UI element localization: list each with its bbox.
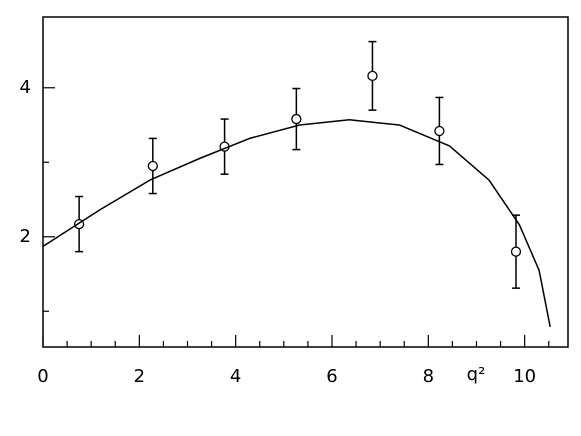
x-tick-label: 10 [513, 366, 536, 387]
x-tick-label: 0 [37, 366, 48, 387]
y-tick-label: 2 [20, 226, 31, 247]
data-point [147, 160, 158, 172]
data-point [510, 246, 522, 257]
data-point [434, 125, 445, 137]
x-tick-label: 8 [423, 366, 434, 387]
plot-frame [42, 16, 569, 348]
data-point [367, 70, 378, 81]
fit-curve [42, 119, 551, 328]
x-tick-label: 2 [134, 366, 145, 387]
data-point [291, 113, 302, 125]
x-axis-label: q² [467, 364, 486, 385]
x-tick-label: 4 [230, 366, 241, 387]
y-tick-label: 4 [20, 77, 31, 98]
x-tick-label: 6 [326, 366, 337, 387]
